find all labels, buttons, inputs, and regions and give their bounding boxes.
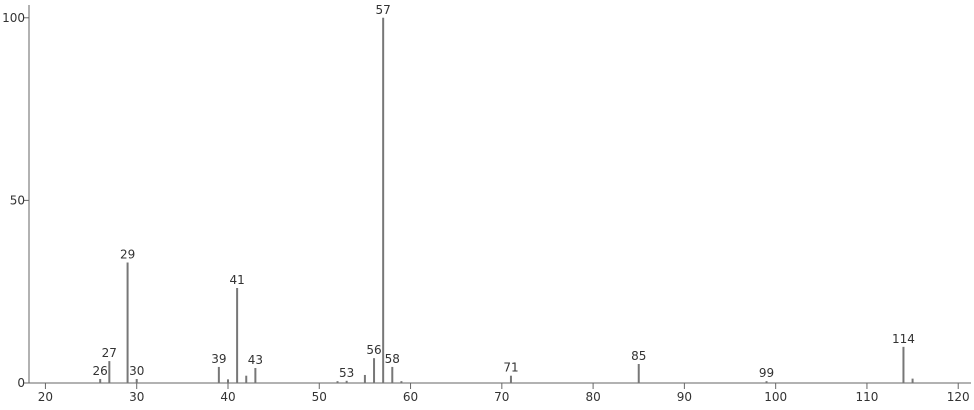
x-tick-label: 40 (220, 390, 235, 404)
peak-label: 71 (503, 361, 518, 375)
x-tick-label: 30 (129, 390, 144, 404)
peak-label: 43 (248, 353, 263, 367)
peak-label: 114 (892, 332, 915, 346)
peak-label: 30 (129, 364, 144, 378)
x-tick-label: 20 (38, 390, 53, 404)
peak-label: 29 (120, 247, 135, 261)
peak-label: 99 (759, 366, 774, 380)
peak-label: 26 (93, 364, 108, 378)
x-tick-label: 110 (855, 390, 878, 404)
peak-label: 56 (366, 343, 381, 357)
peak-label: 41 (229, 273, 244, 287)
peak-label: 57 (376, 3, 391, 17)
peak-label: 58 (385, 352, 400, 366)
y-tick-label: 100 (2, 11, 25, 25)
x-tick-label: 90 (677, 390, 692, 404)
x-tick-label: 80 (585, 390, 600, 404)
x-tick-label: 60 (403, 390, 418, 404)
peak-label: 85 (631, 349, 646, 363)
y-tick-label: 0 (17, 376, 25, 390)
x-tick-label: 50 (312, 390, 327, 404)
x-tick-label: 120 (947, 390, 970, 404)
peak-label: 53 (339, 366, 354, 380)
y-tick-label: 50 (10, 193, 25, 207)
peak-label: 39 (211, 352, 226, 366)
peak-label: 27 (102, 346, 117, 360)
x-tick-label: 70 (494, 390, 509, 404)
x-tick-label: 100 (764, 390, 787, 404)
